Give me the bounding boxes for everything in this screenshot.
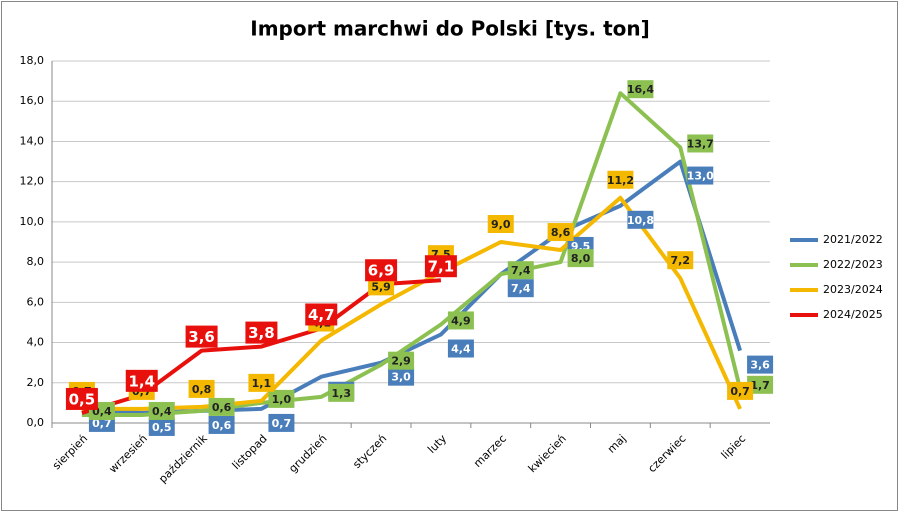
data-label: 4,7 [308, 306, 335, 324]
data-label-box [507, 279, 534, 298]
data-label: 6,9 [368, 262, 395, 280]
data-label-box [547, 223, 574, 242]
data-label: 3,8 [248, 324, 275, 342]
data-label: 1,4 [128, 372, 155, 390]
data-label-box [627, 210, 654, 229]
data-label: 16,4 [627, 83, 654, 96]
legend-label: 2022/2023 [823, 258, 883, 271]
data-label-box [365, 259, 398, 282]
data-label: 0,5 [69, 390, 96, 408]
data-label-box [148, 417, 175, 436]
data-label: 0,7 [92, 417, 112, 430]
data-label: 13,7 [687, 137, 714, 150]
series-line [81, 91, 743, 417]
data-label: 7,1 [428, 258, 455, 276]
data-label: 1,1 [252, 377, 272, 390]
y-tick-label: 10,0 [20, 215, 45, 228]
data-label-box [65, 387, 98, 410]
data-label-box [388, 351, 415, 370]
data-label-box [447, 339, 474, 358]
data-label: 0,7 [730, 385, 750, 398]
data-label-box [447, 311, 474, 330]
data-label: 1,3 [332, 387, 352, 400]
y-tick-label: 6,0 [27, 295, 45, 308]
data-label-box [388, 367, 415, 386]
data-label: 3,6 [750, 359, 770, 372]
data-label-box [248, 373, 275, 392]
data-label: 9,0 [491, 218, 511, 231]
data-label: 0,6 [212, 419, 232, 432]
data-label-box [328, 383, 355, 402]
data-label-box [507, 261, 534, 280]
y-tick-label: 18,0 [20, 54, 45, 67]
data-label: 4,4 [451, 343, 471, 356]
chart-title: Import marchwi do Polski [tys. ton] [250, 17, 650, 41]
y-tick-label: 12,0 [20, 175, 45, 188]
data-label: 0,4 [152, 405, 172, 418]
y-tick-label: 8,0 [27, 255, 45, 268]
data-label: 0,7 [272, 417, 292, 430]
legend-label: 2021/2022 [823, 233, 883, 246]
data-label-box [747, 375, 774, 394]
data-label-box [185, 325, 218, 348]
y-tick-label: 0,0 [27, 416, 45, 429]
legend-label: 2024/2025 [823, 308, 883, 321]
data-label-box [148, 401, 175, 420]
data-label: 7,4 [511, 282, 531, 295]
data-label-box [747, 355, 774, 374]
data-label-box [208, 415, 235, 434]
data-label-box [125, 369, 158, 392]
data-label-box [687, 134, 714, 153]
data-label: 8,6 [551, 226, 571, 239]
data-label-box [305, 303, 338, 326]
data-label-box [424, 255, 457, 278]
data-label: 11,2 [607, 174, 634, 187]
data-label: 7,2 [671, 254, 691, 267]
y-tick-label: 16,0 [20, 94, 45, 107]
data-label-box [208, 397, 235, 416]
data-label-box [627, 80, 654, 99]
data-label-box [607, 170, 634, 189]
data-label-box [567, 249, 594, 268]
data-label: 3,6 [188, 328, 215, 346]
y-tick-label: 14,0 [20, 134, 45, 147]
data-label-box [487, 215, 514, 233]
data-label: 0,8 [192, 383, 212, 396]
data-label: 5,9 [371, 280, 391, 293]
data-label: 13,0 [687, 170, 714, 183]
data-label-box [368, 277, 395, 296]
y-tick-label: 2,0 [27, 376, 45, 389]
data-label: 1,0 [272, 393, 292, 406]
data-label: 0,5 [152, 421, 172, 434]
y-tick-label: 4,0 [27, 336, 45, 349]
data-label-box [687, 166, 714, 185]
data-label-box [245, 321, 278, 344]
data-label-box [727, 381, 754, 400]
data-label-box [188, 379, 215, 398]
data-label: 8,0 [571, 252, 591, 265]
data-label: 0,6 [212, 401, 232, 414]
data-label-box [667, 251, 694, 270]
data-label-box [268, 413, 295, 432]
legend-label: 2023/2024 [823, 283, 883, 296]
data-label: 2,9 [391, 355, 411, 368]
data-label: 7,4 [511, 264, 531, 277]
data-label: 1,7 [750, 379, 770, 392]
data-label-box [268, 389, 295, 408]
data-label: 4,9 [451, 314, 471, 327]
data-label: 10,8 [627, 214, 654, 227]
data-label: 3,0 [391, 371, 411, 384]
